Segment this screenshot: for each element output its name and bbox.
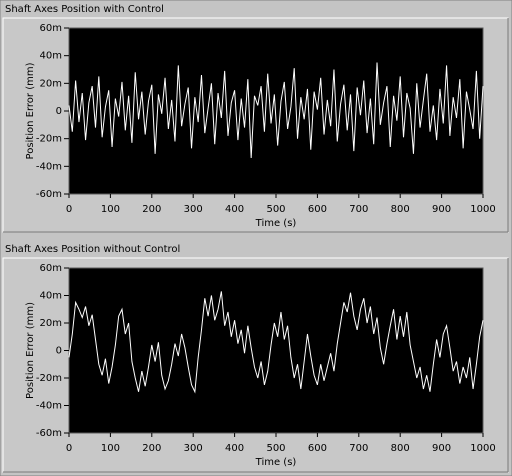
x-tick-label: 200 xyxy=(142,204,161,215)
y-tick-label: -40m xyxy=(36,161,62,172)
x-tick-label: 300 xyxy=(184,204,203,215)
x-axis-label: Time (s) xyxy=(255,218,297,229)
x-tick-label: 600 xyxy=(308,443,327,454)
y-tick-label: 40m xyxy=(40,291,62,302)
x-tick-label: 900 xyxy=(432,204,451,215)
y-tick-label: 0 xyxy=(56,346,62,357)
x-tick-label: 500 xyxy=(266,443,285,454)
plot-area xyxy=(68,27,484,195)
data-line xyxy=(68,291,484,394)
y-tick-label: 0 xyxy=(56,106,62,117)
y-tick-label: 60m xyxy=(40,23,62,34)
y-axis-label: Position Error (mm) xyxy=(25,62,36,159)
x-tick-label: 500 xyxy=(266,204,285,215)
x-tick-label: 100 xyxy=(101,443,120,454)
x-tick-label: 400 xyxy=(225,204,244,215)
y-tick-label: 40m xyxy=(40,51,62,62)
y-tick-label: 20m xyxy=(40,78,62,89)
chart-title: Shaft Axes Position without Control xyxy=(5,244,180,255)
x-tick-label: 100 xyxy=(101,204,120,215)
x-tick-label: 400 xyxy=(225,443,244,454)
y-tick-label: 20m xyxy=(40,318,62,329)
x-tick-label: 0 xyxy=(66,443,72,454)
x-tick-label: 800 xyxy=(391,443,410,454)
x-tick-label: 900 xyxy=(432,443,451,454)
data-line xyxy=(68,62,484,159)
x-tick-label: 1000 xyxy=(470,204,495,215)
x-tick-label: 1000 xyxy=(470,443,495,454)
y-tick-label: -40m xyxy=(36,401,62,412)
x-axis-label: Time (s) xyxy=(255,457,297,468)
y-axis-label: Position Error (mm) xyxy=(25,302,36,399)
x-tick-label: 300 xyxy=(184,443,203,454)
y-tick-label: 60m xyxy=(40,263,62,274)
x-tick-label: 0 xyxy=(66,204,72,215)
y-tick-label: -20m xyxy=(36,373,62,384)
x-tick-label: 700 xyxy=(349,443,368,454)
x-tick-label: 600 xyxy=(308,204,327,215)
chart-title: Shaft Axes Position with Control xyxy=(5,4,164,15)
x-tick-label: 700 xyxy=(349,204,368,215)
y-tick-label: -60m xyxy=(36,189,62,200)
y-tick-label: -20m xyxy=(36,134,62,145)
x-tick-label: 800 xyxy=(391,204,410,215)
y-tick-label: -60m xyxy=(36,428,62,439)
x-tick-label: 200 xyxy=(142,443,161,454)
